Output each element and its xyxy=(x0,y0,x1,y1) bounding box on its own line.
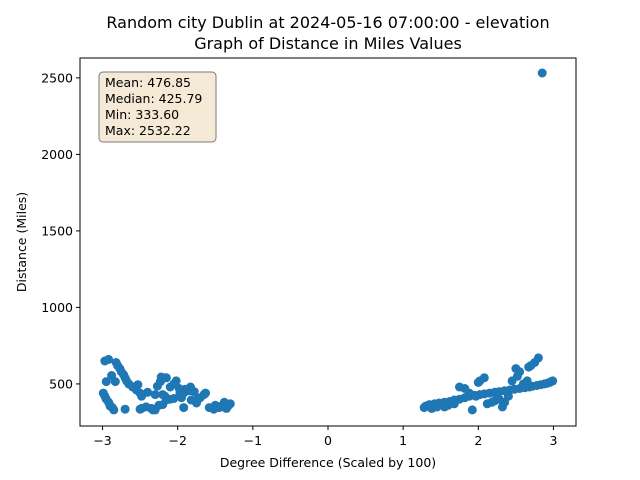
data-point xyxy=(179,403,189,413)
stats-max: Max: 2532.22 xyxy=(105,123,191,138)
x-tick-label: −1 xyxy=(244,433,262,448)
y-tick-label: 1000 xyxy=(41,300,73,315)
data-point xyxy=(98,388,108,398)
data-point xyxy=(169,379,179,389)
data-point xyxy=(548,376,558,386)
plot-area-frame xyxy=(79,57,577,427)
data-point xyxy=(111,358,121,367)
data-point xyxy=(473,377,483,387)
chart-title-line2: Graph of Distance in Miles Values xyxy=(194,34,462,53)
data-point xyxy=(150,390,160,400)
x-tick-label: −3 xyxy=(93,433,111,448)
data-point xyxy=(507,376,517,386)
data-point xyxy=(158,390,168,400)
data-point xyxy=(455,382,464,392)
x-tick-label: −2 xyxy=(168,433,186,448)
data-point xyxy=(467,405,477,415)
data-point xyxy=(497,402,507,412)
stats-mean: Mean: 476.85 xyxy=(105,75,191,90)
data-point xyxy=(161,373,171,383)
data-point xyxy=(110,377,120,387)
x-axis-ticks: −3 −2 −1 0 1 2 3 xyxy=(93,426,557,448)
x-tick-label: 2 xyxy=(474,433,482,448)
data-point xyxy=(120,404,130,414)
stats-min: Min: 333.60 xyxy=(105,107,179,122)
y-axis-ticks: 500 1000 1500 2000 2500 xyxy=(41,70,80,391)
data-point xyxy=(511,364,521,374)
x-tick-label: 1 xyxy=(399,433,407,448)
chart-title-line1: Random city Dublin at 2024-05-16 07:00:0… xyxy=(106,13,549,32)
data-point xyxy=(482,399,492,409)
data-point xyxy=(101,377,111,387)
stats-box-frame xyxy=(98,71,217,143)
data-point xyxy=(192,395,201,405)
y-tick-label: 2500 xyxy=(41,70,73,85)
x-axis-label: Degree Difference (Scaled by 100) xyxy=(220,455,436,470)
data-point xyxy=(141,402,151,412)
y-tick-label: 1500 xyxy=(41,223,73,238)
data-point xyxy=(104,354,114,364)
y-tick-label: 2000 xyxy=(41,147,73,162)
data-point xyxy=(204,403,214,413)
x-tick-label: 3 xyxy=(549,433,557,448)
y-axis-label: Distance (Miles) xyxy=(14,192,29,292)
x-tick-label: 0 xyxy=(324,433,332,448)
data-point xyxy=(524,362,534,372)
stats-median: Median: 425.79 xyxy=(105,91,202,106)
data-point xyxy=(537,68,547,78)
y-tick-label: 500 xyxy=(49,376,73,391)
stats-box: Mean: 476.85 Median: 425.79 Min: 333.60 … xyxy=(98,71,217,143)
data-points xyxy=(98,68,558,415)
data-point xyxy=(201,388,210,398)
